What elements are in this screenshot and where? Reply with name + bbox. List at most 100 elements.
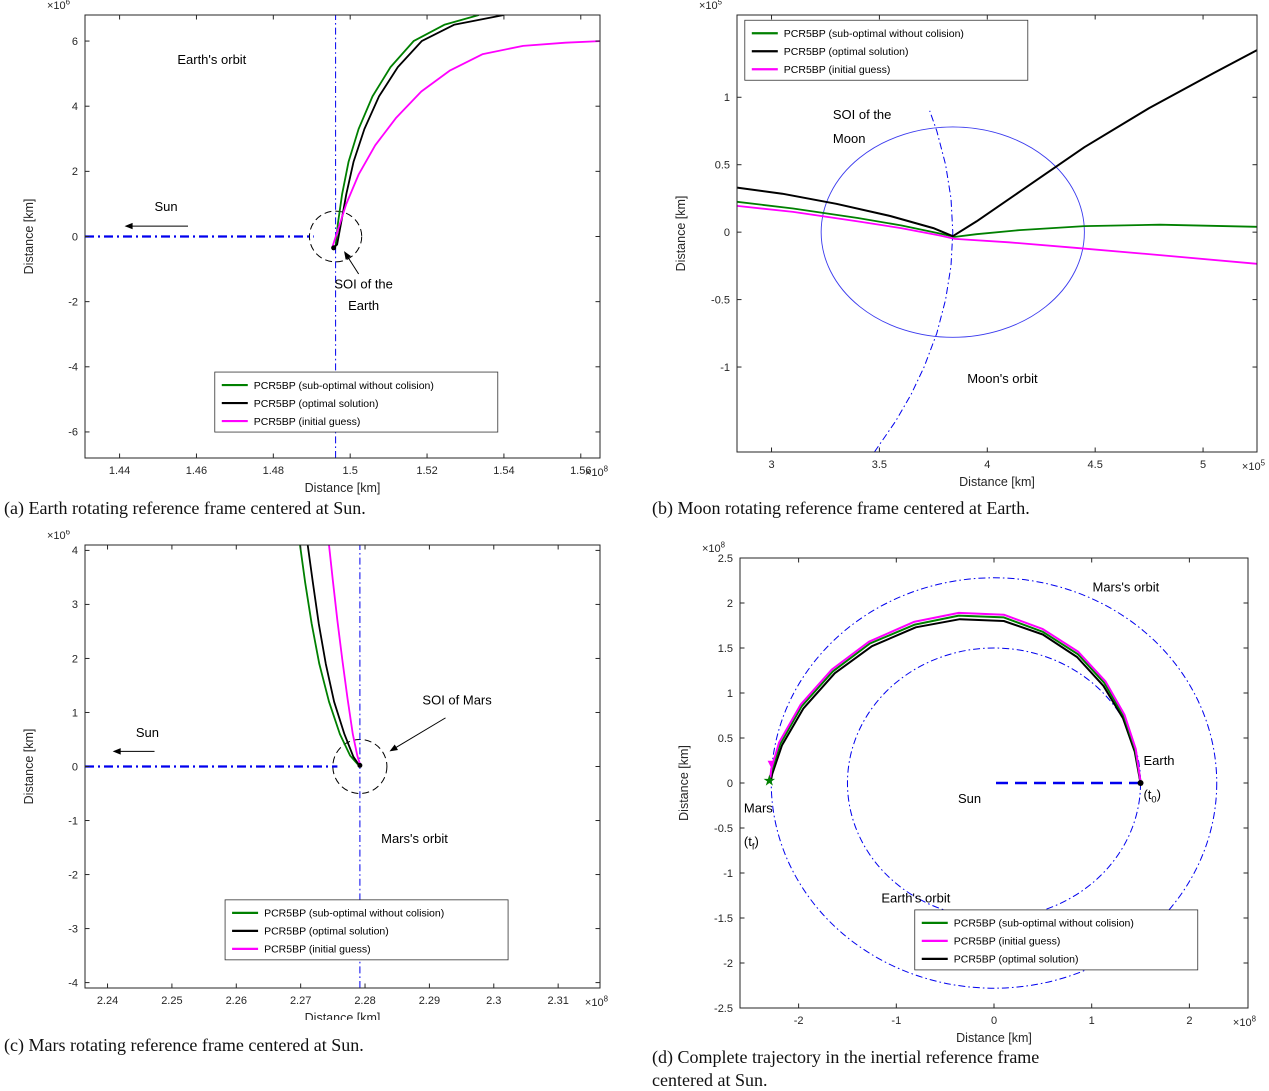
svg-text:1: 1 bbox=[724, 92, 730, 104]
plot-content bbox=[737, 49, 1257, 452]
svg-text:-4: -4 bbox=[68, 977, 78, 989]
x-axis-label: Distance [km] bbox=[305, 481, 381, 495]
soi-moon-circle bbox=[820, 126, 1085, 338]
legend: PCR5BP (sub-optimal without colision) PCR… bbox=[744, 19, 1029, 81]
caption-d-line2: centered at Sun. bbox=[652, 1070, 768, 1091]
svg-text:4: 4 bbox=[984, 459, 990, 471]
svg-text:PCR5BP (initial guess): PCR5BP (initial guess) bbox=[264, 944, 371, 956]
svg-text:2: 2 bbox=[72, 166, 78, 178]
svg-text:-1: -1 bbox=[723, 868, 733, 880]
annotation-arrow bbox=[124, 222, 188, 230]
series-pcr5bp-initial-guess bbox=[328, 545, 361, 765]
series-pcr5bp-sub-optimal bbox=[299, 545, 361, 767]
annotation-arrow bbox=[344, 251, 360, 275]
svg-text:PCR5BP (initial guess): PCR5BP (initial guess) bbox=[954, 936, 1061, 948]
triangle-down-marker: ▼ bbox=[765, 758, 776, 770]
svg-text:×106: ×106 bbox=[47, 530, 71, 542]
annotation-text: Moon's orbit bbox=[967, 371, 1038, 386]
plot-content bbox=[85, 15, 600, 458]
svg-text:6: 6 bbox=[72, 36, 78, 48]
svg-text:-2.5: -2.5 bbox=[714, 1003, 733, 1015]
series-pcr5bp-initial-guess bbox=[737, 205, 1257, 265]
series-pcr5bp-sub-optimal bbox=[737, 200, 1257, 238]
annotation-arrow bbox=[389, 717, 446, 752]
svg-text:1.46: 1.46 bbox=[186, 465, 207, 477]
svg-text:×108: ×108 bbox=[585, 995, 609, 1010]
svg-text:PCR5BP (optimal solution): PCR5BP (optimal solution) bbox=[254, 398, 379, 410]
annotation-text: (t0) bbox=[1143, 787, 1161, 805]
svg-text:-0.5: -0.5 bbox=[711, 294, 730, 306]
svg-text:4: 4 bbox=[72, 101, 78, 113]
series-pcr5bp-optimal bbox=[737, 49, 1257, 238]
caption-a: (a) Earth rotating reference frame cente… bbox=[4, 498, 366, 518]
svg-text:PCR5BP (optimal solution): PCR5BP (optimal solution) bbox=[264, 926, 389, 938]
series-pcr5bp-sub-optimal bbox=[768, 614, 1142, 782]
subplot-b-moon-rotating-frame: SOI of the Moon Moon's orbit 3 3.5 4 4.5 5 -1 -0.… bbox=[640, 0, 1269, 495]
svg-text:0: 0 bbox=[991, 1015, 997, 1027]
svg-text:2.29: 2.29 bbox=[419, 995, 440, 1007]
svg-text:-4: -4 bbox=[68, 362, 78, 374]
chart-c: Sun SOI of Mars Mars's orbit 2.24 2.25 2.26 2.… bbox=[22, 530, 609, 1020]
svg-text:×108: ×108 bbox=[1233, 1015, 1257, 1030]
svg-text:1.56: 1.56 bbox=[570, 465, 591, 477]
y-axis-label: Distance [km] bbox=[677, 745, 691, 821]
legend: PCR5BP (sub-optimal without colision) PCR… bbox=[214, 371, 499, 433]
svg-text:PCR5BP (sub-optimal without co: PCR5BP (sub-optimal without colision) bbox=[784, 28, 964, 40]
svg-text:1.5: 1.5 bbox=[343, 465, 358, 477]
svg-text:2.3: 2.3 bbox=[486, 995, 501, 1007]
svg-text:PCR5BP (initial guess): PCR5BP (initial guess) bbox=[784, 64, 891, 76]
annotation-text: SOI of the bbox=[833, 107, 892, 122]
annotation-text: Mars bbox=[744, 801, 773, 816]
svg-text:3: 3 bbox=[72, 599, 78, 611]
svg-text:0.5: 0.5 bbox=[718, 733, 733, 745]
svg-text:1.54: 1.54 bbox=[493, 465, 514, 477]
annotation-text: Sun bbox=[958, 791, 981, 806]
chart-d: ★ ▼ Mars's orbit Earth's orbit Sun Earth (t0) M… bbox=[677, 541, 1257, 1046]
svg-text:-2: -2 bbox=[723, 958, 733, 970]
svg-text:2.27: 2.27 bbox=[290, 995, 311, 1007]
chart-a: Earth's orbit Sun SOI of the Earth 1.44 1.46 1… bbox=[22, 0, 609, 495]
svg-text:4.5: 4.5 bbox=[1088, 459, 1103, 471]
annotation-text: Mars's orbit bbox=[1092, 579, 1159, 594]
svg-text:2.5: 2.5 bbox=[718, 553, 733, 565]
svg-text:0: 0 bbox=[72, 761, 78, 773]
legend: PCR5BP (sub-optimal without colision) PCR… bbox=[224, 899, 509, 961]
svg-text:1.48: 1.48 bbox=[263, 465, 284, 477]
x-axis-label: Distance [km] bbox=[959, 475, 1035, 489]
svg-text:0: 0 bbox=[72, 231, 78, 243]
svg-text:2.25: 2.25 bbox=[161, 995, 182, 1007]
x-axis-label: Distance [km] bbox=[305, 1011, 381, 1020]
svg-text:PCR5BP (optimal solution): PCR5BP (optimal solution) bbox=[784, 46, 909, 58]
svg-text:1: 1 bbox=[727, 688, 733, 700]
caption-c: (c) Mars rotating reference frame center… bbox=[4, 1035, 364, 1055]
svg-text:-1: -1 bbox=[891, 1015, 901, 1027]
svg-text:1.52: 1.52 bbox=[416, 465, 437, 477]
svg-text:PCR5BP (optimal solution): PCR5BP (optimal solution) bbox=[954, 954, 1079, 966]
svg-text:PCR5BP (sub-optimal without co: PCR5BP (sub-optimal without colision) bbox=[954, 918, 1134, 930]
svg-text:-0.5: -0.5 bbox=[714, 823, 733, 835]
series-pcr5bp-optimal bbox=[331, 15, 505, 249]
svg-text:-1: -1 bbox=[68, 815, 78, 827]
y-axis-label: Distance [km] bbox=[22, 199, 36, 275]
svg-text:0: 0 bbox=[724, 227, 730, 239]
svg-text:2: 2 bbox=[72, 653, 78, 665]
x-axis-label: Distance [km] bbox=[956, 1031, 1032, 1045]
svg-text:-2: -2 bbox=[794, 1015, 804, 1027]
svg-text:1: 1 bbox=[72, 707, 78, 719]
chart-b: SOI of the Moon Moon's orbit 3 3.5 4 4.5 5 -1 -0.… bbox=[674, 0, 1266, 489]
subplot-d-inertial-frame: ★ ▼ Mars's orbit Earth's orbit Sun Earth (t0) M… bbox=[640, 530, 1269, 1046]
svg-text:2.26: 2.26 bbox=[226, 995, 247, 1007]
series-pcr5bp-optimal bbox=[769, 618, 1142, 784]
subplot-c-mars-rotating-frame: Sun SOI of Mars Mars's orbit 2.24 2.25 2.26 2.… bbox=[0, 530, 640, 1020]
dot-marker bbox=[357, 762, 363, 768]
svg-text:×105: ×105 bbox=[1242, 459, 1266, 474]
svg-text:×106: ×106 bbox=[47, 0, 71, 12]
svg-text:2.31: 2.31 bbox=[547, 995, 568, 1007]
svg-text:0.5: 0.5 bbox=[715, 160, 730, 172]
svg-text:2: 2 bbox=[1186, 1015, 1192, 1027]
svg-text:PCR5BP (sub-optimal without co: PCR5BP (sub-optimal without colision) bbox=[254, 380, 434, 392]
svg-text:-1.5: -1.5 bbox=[714, 913, 733, 925]
annotation-arrow bbox=[112, 748, 155, 755]
svg-text:2: 2 bbox=[727, 598, 733, 610]
svg-text:×108: ×108 bbox=[702, 541, 726, 556]
